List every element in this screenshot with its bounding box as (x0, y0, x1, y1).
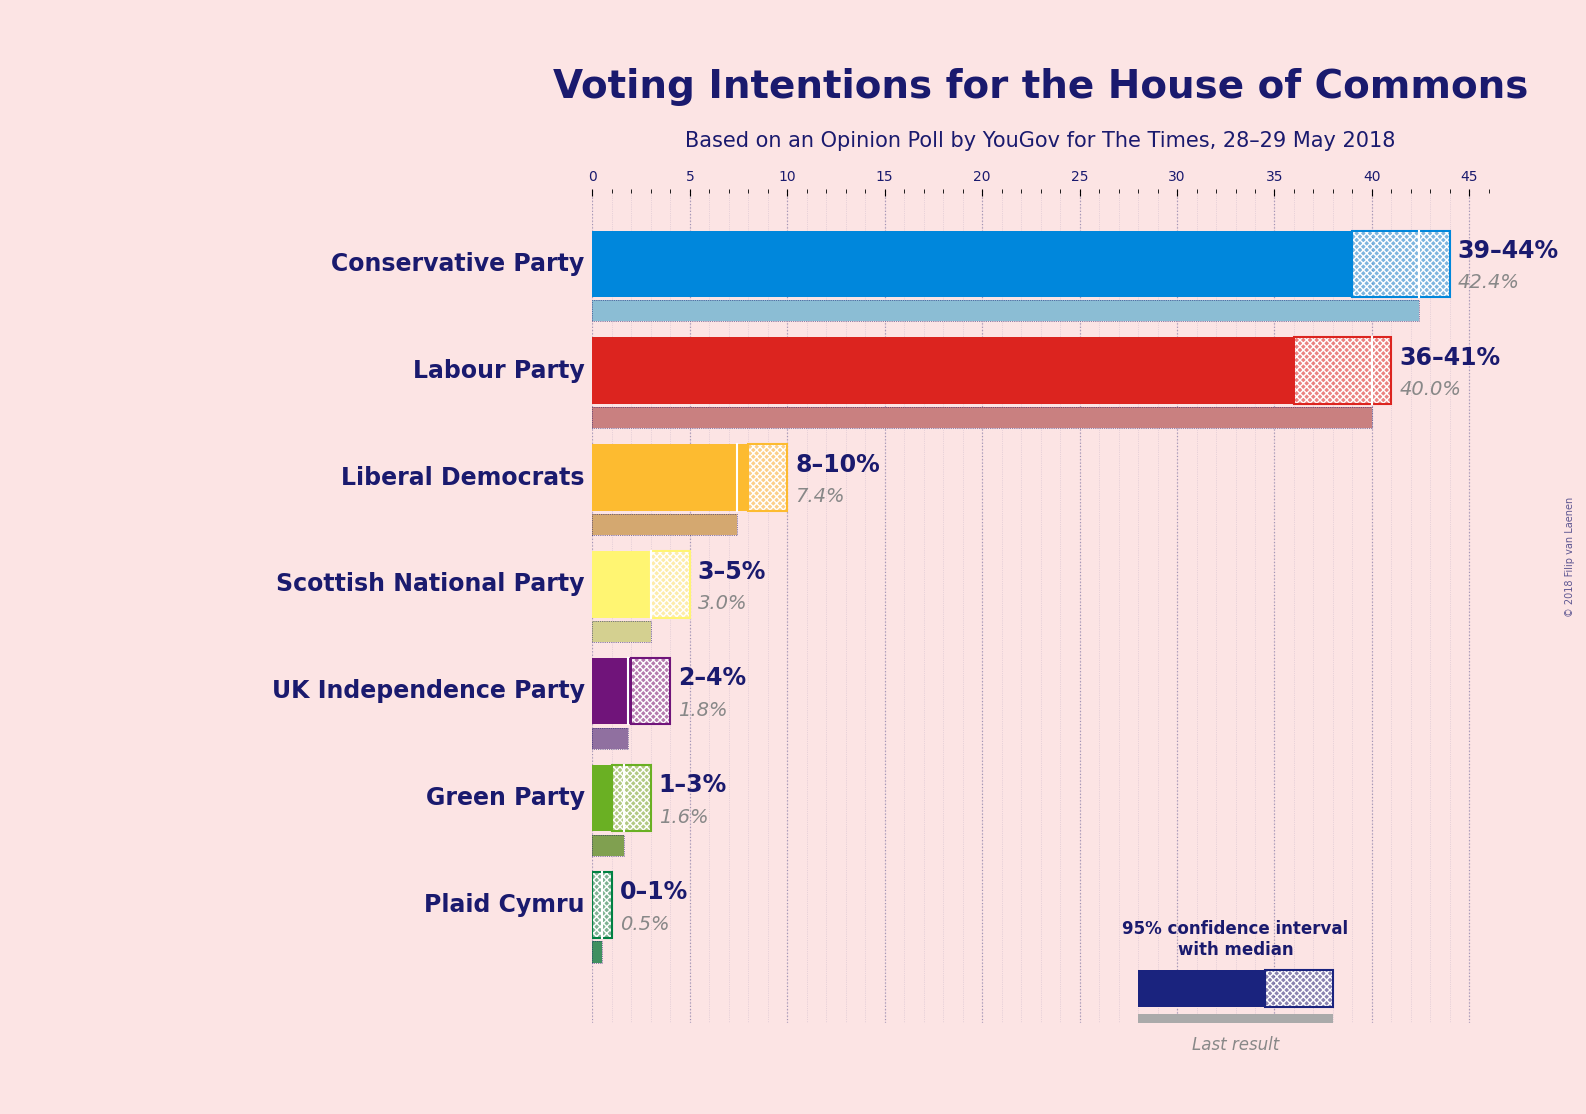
Bar (593, 727, 628, 749)
Bar (1353, 231, 1450, 296)
Bar (593, 300, 1419, 322)
Bar (1139, 1014, 1332, 1028)
Bar (593, 231, 1353, 296)
Text: 0.5%: 0.5% (620, 915, 669, 934)
Text: 1.8%: 1.8% (679, 701, 728, 720)
Bar (593, 727, 628, 749)
Text: 1–3%: 1–3% (658, 773, 726, 798)
Bar (593, 620, 650, 642)
Text: Plaid Cymru: Plaid Cymru (423, 893, 585, 917)
Text: Green Party: Green Party (425, 786, 585, 810)
Bar (593, 444, 749, 510)
Bar (1294, 338, 1391, 403)
Bar (593, 765, 612, 831)
Bar (593, 872, 612, 938)
Bar (593, 834, 623, 856)
Bar (650, 551, 690, 617)
Bar (593, 407, 1372, 429)
Bar (612, 765, 650, 831)
Bar (1294, 338, 1391, 403)
Text: 7.4%: 7.4% (795, 487, 845, 506)
Text: Voting Intentions for the House of Commons: Voting Intentions for the House of Commo… (554, 68, 1529, 106)
Bar (1264, 970, 1332, 1007)
Text: 1.6%: 1.6% (658, 808, 709, 827)
Bar (593, 514, 736, 535)
Bar (631, 658, 671, 724)
Bar (1353, 231, 1450, 296)
Text: Last result: Last result (1193, 1036, 1280, 1054)
Text: 42.4%: 42.4% (1458, 273, 1519, 293)
Bar (1294, 338, 1391, 403)
Bar (650, 551, 690, 617)
Bar (593, 872, 612, 938)
Bar (749, 444, 787, 510)
Bar (1139, 970, 1264, 1007)
Bar (631, 658, 671, 724)
Text: 0–1%: 0–1% (620, 880, 688, 905)
Bar (593, 941, 603, 962)
Text: 8–10%: 8–10% (795, 452, 880, 477)
Bar (593, 941, 603, 962)
Bar (749, 444, 787, 510)
Text: 36–41%: 36–41% (1399, 345, 1500, 370)
Bar (1264, 970, 1332, 1007)
Text: UK Independence Party: UK Independence Party (271, 680, 585, 703)
Bar (593, 338, 1294, 403)
Bar (593, 551, 650, 617)
Text: Labour Party: Labour Party (412, 359, 585, 382)
Text: 3.0%: 3.0% (698, 594, 747, 613)
Text: 39–44%: 39–44% (1458, 238, 1559, 263)
Text: Scottish National Party: Scottish National Party (276, 573, 585, 596)
Bar (612, 765, 650, 831)
Bar (593, 872, 612, 938)
Bar (593, 658, 631, 724)
Bar (1264, 970, 1332, 1007)
Text: © 2018 Filip van Laenen: © 2018 Filip van Laenen (1565, 497, 1575, 617)
Text: Conservative Party: Conservative Party (331, 252, 585, 276)
Text: 95% confidence interval
with median: 95% confidence interval with median (1123, 920, 1348, 958)
Bar (593, 834, 623, 856)
Bar (650, 551, 690, 617)
Text: 40.0%: 40.0% (1399, 380, 1461, 400)
Text: 2–4%: 2–4% (679, 666, 747, 691)
Text: Liberal Democrats: Liberal Democrats (341, 466, 585, 489)
Bar (1353, 231, 1450, 296)
Bar (593, 620, 650, 642)
Text: Based on an Opinion Poll by YouGov for The Times, 28–29 May 2018: Based on an Opinion Poll by YouGov for T… (685, 131, 1396, 152)
Bar (612, 765, 650, 831)
Bar (631, 658, 671, 724)
Bar (749, 444, 787, 510)
Text: 3–5%: 3–5% (698, 559, 766, 584)
Bar (593, 407, 1372, 429)
Bar (593, 514, 736, 535)
Bar (593, 300, 1419, 322)
